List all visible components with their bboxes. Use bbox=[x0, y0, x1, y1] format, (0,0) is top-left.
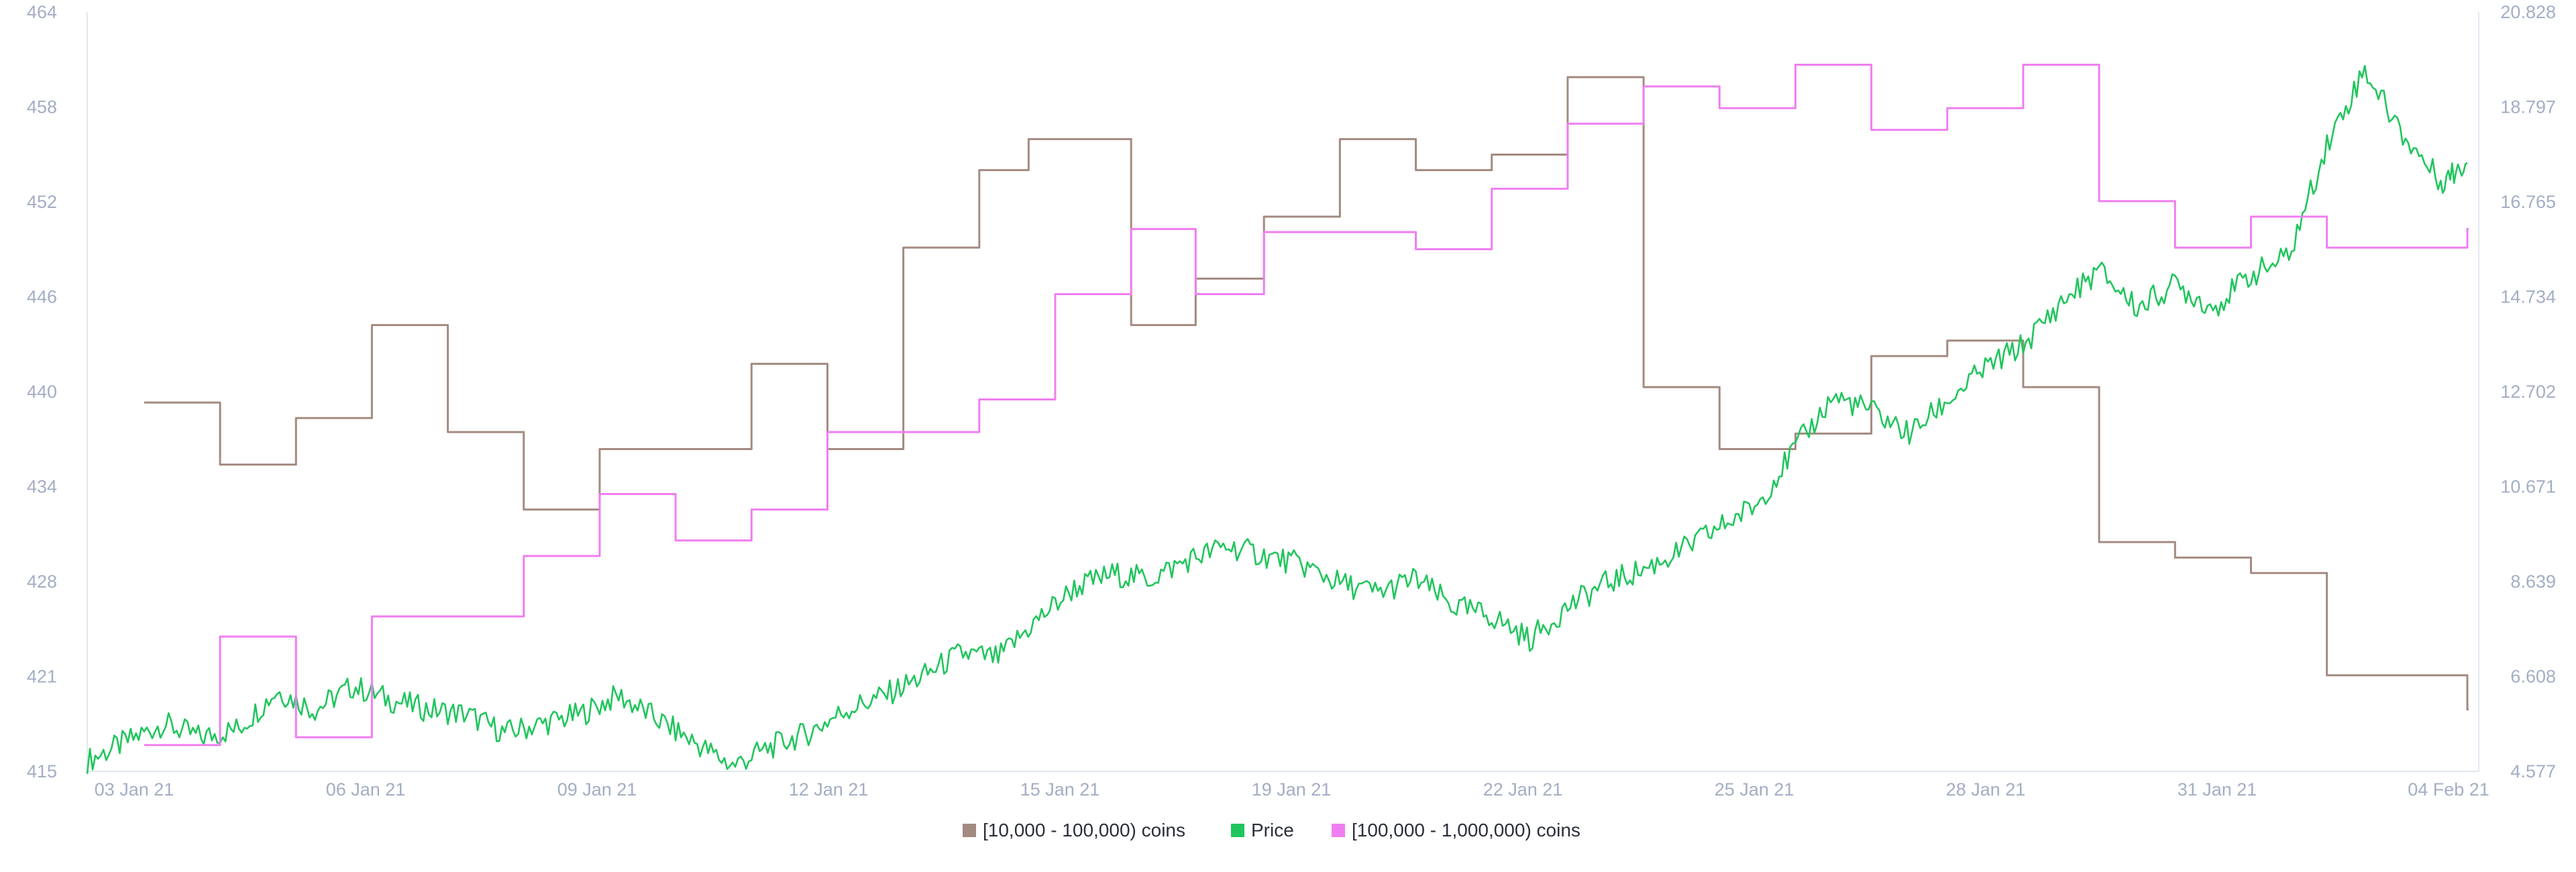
legend-swatch-1 bbox=[1231, 824, 1244, 837]
series-line-1 bbox=[86, 64, 2468, 774]
series-layer bbox=[86, 64, 2469, 774]
y-left-tick-label: 452 bbox=[27, 192, 57, 212]
series-line-0 bbox=[144, 76, 2469, 711]
axes-layer bbox=[87, 12, 2479, 772]
legend-label-1: Price bbox=[1251, 820, 1294, 840]
y-left-tick-label: 446 bbox=[27, 287, 57, 307]
ticks-layer: 415 421 428 434 440 446 452 458 464 4.577 6.608 8.6… bbox=[27, 2, 2556, 800]
y-right-tick-label: 4.577 bbox=[2510, 761, 2556, 781]
y-left-tick-label: 428 bbox=[27, 571, 57, 592]
x-tick-label: 19 Jan 21 bbox=[1252, 779, 1332, 800]
y-left-tick-label: 421 bbox=[27, 667, 57, 687]
legend-label-0: [10,000 - 100,000) coins bbox=[983, 820, 1185, 840]
x-tick-label: 03 Jan 21 bbox=[95, 779, 174, 800]
x-tick-label: 06 Jan 21 bbox=[326, 779, 406, 800]
y-left-tick-label: 464 bbox=[27, 2, 57, 22]
y-right-tick-label: 12.702 bbox=[2500, 382, 2556, 402]
y-right-tick-label: 18.797 bbox=[2500, 97, 2556, 117]
x-tick-label: 22 Jan 21 bbox=[1483, 779, 1563, 800]
y-right-tick-label: 6.608 bbox=[2510, 667, 2556, 687]
y-right-tick-label: 20.828 bbox=[2500, 2, 2556, 22]
y-right-tick-label: 8.639 bbox=[2510, 571, 2556, 592]
y-right-tick-label: 16.765 bbox=[2500, 192, 2556, 212]
x-tick-label: 25 Jan 21 bbox=[1715, 779, 1794, 800]
y-right-tick-label: 14.734 bbox=[2500, 287, 2556, 307]
legend-label-2: [100,000 - 1,000,000) coins bbox=[1352, 820, 1580, 840]
y-right-tick-label: 10.671 bbox=[2500, 477, 2556, 497]
x-tick-label: 28 Jan 21 bbox=[1946, 779, 2026, 800]
legend-swatch-0 bbox=[963, 824, 976, 837]
legend-swatch-2 bbox=[1332, 824, 1345, 837]
x-tick-label: 12 Jan 21 bbox=[789, 779, 869, 800]
x-tick-label: 09 Jan 21 bbox=[557, 779, 637, 800]
y-left-tick-label: 434 bbox=[27, 477, 57, 497]
legend: [10,000 - 100,000) coins Price [100,000 - … bbox=[963, 820, 1580, 840]
y-left-tick-label: 440 bbox=[27, 382, 57, 402]
x-tick-label: 15 Jan 21 bbox=[1020, 779, 1100, 800]
x-tick-label: 31 Jan 21 bbox=[2178, 779, 2257, 800]
series-line-2 bbox=[144, 64, 2469, 747]
x-tick-label: 04 Feb 21 bbox=[2408, 779, 2489, 800]
y-left-tick-label: 415 bbox=[27, 761, 57, 781]
y-left-tick-label: 458 bbox=[27, 97, 57, 117]
